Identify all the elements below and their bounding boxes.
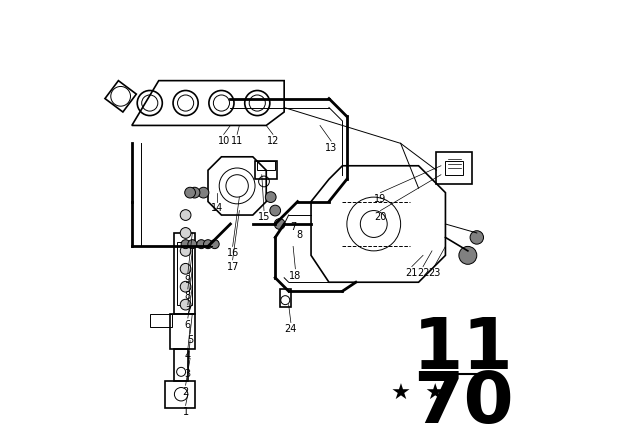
Text: 23: 23 bbox=[428, 268, 440, 278]
Bar bbox=[170, 314, 195, 349]
Circle shape bbox=[204, 240, 212, 249]
Circle shape bbox=[270, 205, 280, 216]
Text: 8: 8 bbox=[297, 230, 303, 240]
Bar bbox=[175, 233, 195, 314]
Circle shape bbox=[185, 187, 195, 198]
Circle shape bbox=[198, 187, 209, 198]
Text: 24: 24 bbox=[285, 324, 297, 334]
Text: 3: 3 bbox=[185, 369, 191, 379]
Circle shape bbox=[211, 240, 220, 249]
Circle shape bbox=[266, 192, 276, 202]
Text: ★  ★: ★ ★ bbox=[392, 384, 445, 404]
Text: 4: 4 bbox=[185, 351, 191, 361]
Text: 9: 9 bbox=[185, 275, 191, 285]
Bar bbox=[150, 314, 172, 327]
Text: 12: 12 bbox=[267, 136, 279, 146]
Polygon shape bbox=[208, 157, 266, 215]
Bar bbox=[280, 289, 291, 307]
Circle shape bbox=[459, 246, 477, 264]
Bar bbox=[175, 349, 188, 381]
Circle shape bbox=[470, 231, 483, 244]
Text: 13: 13 bbox=[325, 143, 337, 153]
Circle shape bbox=[181, 240, 190, 249]
Text: 2: 2 bbox=[182, 387, 189, 397]
Text: 6: 6 bbox=[185, 320, 191, 330]
Bar bbox=[177, 242, 193, 305]
Circle shape bbox=[180, 281, 191, 292]
Bar bbox=[257, 161, 275, 170]
Text: 18: 18 bbox=[289, 271, 301, 280]
Circle shape bbox=[180, 210, 191, 220]
Text: 14: 14 bbox=[211, 203, 223, 213]
Circle shape bbox=[180, 246, 191, 256]
Circle shape bbox=[275, 219, 285, 229]
Circle shape bbox=[197, 240, 206, 249]
Bar bbox=[166, 381, 195, 408]
Text: 5: 5 bbox=[187, 336, 193, 345]
Bar bbox=[255, 161, 278, 179]
Text: 15: 15 bbox=[258, 212, 270, 222]
Text: 1: 1 bbox=[182, 407, 189, 417]
Text: 19: 19 bbox=[374, 194, 387, 204]
Text: 70: 70 bbox=[413, 369, 514, 438]
Polygon shape bbox=[105, 81, 136, 112]
Polygon shape bbox=[132, 81, 284, 125]
Circle shape bbox=[188, 240, 197, 249]
Text: 8: 8 bbox=[185, 291, 191, 301]
Text: 17: 17 bbox=[227, 262, 239, 271]
Text: 7: 7 bbox=[185, 306, 191, 316]
Text: 10: 10 bbox=[218, 136, 230, 146]
Circle shape bbox=[189, 187, 200, 198]
Circle shape bbox=[180, 263, 191, 274]
Bar bbox=[445, 161, 463, 175]
Bar bbox=[436, 152, 472, 184]
Text: 22: 22 bbox=[417, 268, 429, 278]
Text: 16: 16 bbox=[227, 248, 239, 258]
Text: 11: 11 bbox=[413, 315, 514, 384]
Text: 7: 7 bbox=[290, 222, 296, 232]
Text: 11: 11 bbox=[231, 136, 243, 146]
Text: 21: 21 bbox=[406, 268, 418, 278]
Text: 20: 20 bbox=[374, 212, 387, 222]
Circle shape bbox=[180, 228, 191, 238]
Circle shape bbox=[180, 299, 191, 310]
